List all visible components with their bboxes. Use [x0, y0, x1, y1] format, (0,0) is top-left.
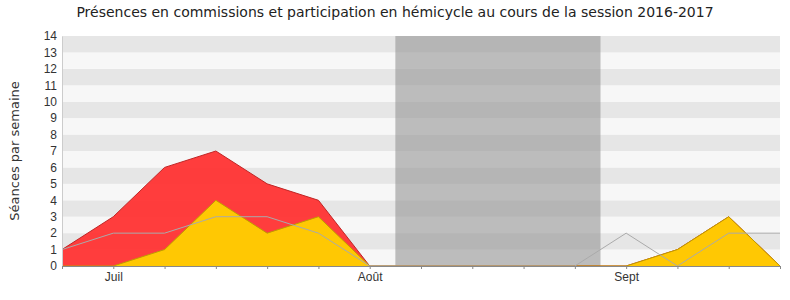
y-tick-label: 11: [45, 79, 58, 93]
x-tick: [165, 266, 166, 269]
y-tick-label: 6: [50, 161, 57, 175]
x-tick-mark: [472, 266, 473, 269]
x-tick: [318, 266, 319, 269]
y-tick: 2: [50, 226, 62, 240]
y-tick: 14: [44, 29, 62, 43]
y-tick: 6: [50, 161, 62, 175]
x-tick: Juil: [105, 266, 123, 284]
series-outline: [62, 151, 780, 266]
x-tick-mark: [421, 266, 422, 269]
series-line: [62, 217, 780, 266]
x-tick: Sept: [614, 266, 639, 284]
x-tick: [575, 266, 576, 269]
x-axis: Juil Août Sept: [63, 266, 781, 284]
y-tick-label: 10: [44, 95, 58, 109]
x-tick-mark: [318, 266, 319, 269]
y-tick: 5: [50, 177, 62, 191]
y-tick-label: 2: [50, 226, 57, 240]
y-tick: 11: [45, 79, 62, 93]
plot-area: [62, 151, 780, 266]
x-tick-mark: [575, 266, 576, 269]
y-tick: 13: [44, 46, 62, 60]
y-tick: 9: [50, 111, 62, 125]
x-tick-label: Sept: [614, 270, 639, 284]
x-tick-mark: [729, 266, 730, 269]
x-tick-mark: [677, 266, 678, 269]
y-tick-label: 1: [50, 243, 57, 257]
y-tick: 10: [44, 95, 62, 109]
y-tick-label: 12: [44, 62, 58, 76]
y-axis-title: Séances par semaine: [7, 81, 22, 220]
x-tick: [729, 266, 730, 269]
x-tick: Août: [358, 266, 383, 284]
x-tick: [421, 266, 422, 269]
series-outline: [62, 200, 780, 266]
chart: 01234567891011121314JuilAoûtSeptPrésence…: [0, 0, 790, 300]
y-tick: 4: [50, 194, 62, 208]
x-tick: [216, 266, 217, 269]
y-tick-label: 8: [50, 128, 57, 142]
x-tick-mark: [267, 266, 268, 269]
x-tick: [780, 266, 781, 269]
y-tick-label: 5: [50, 177, 57, 191]
title: Présences en commissions et participatio…: [76, 4, 713, 20]
y-tick-label: 7: [50, 144, 57, 158]
y-tick-label: 4: [50, 194, 57, 208]
y-tick-label: 3: [50, 210, 57, 224]
shaded-band: [395, 36, 600, 266]
y-tick: 0: [50, 259, 62, 273]
x-tick: [267, 266, 268, 269]
y-tick: 3: [50, 210, 62, 224]
series-area: [62, 200, 780, 266]
y-tick-label: 14: [44, 29, 58, 43]
x-tick-mark: [165, 266, 166, 269]
x-tick: [472, 266, 473, 269]
x-tick-label: Juil: [105, 270, 123, 284]
x-tick-mark: [780, 266, 781, 269]
x-tick: [62, 266, 63, 269]
x-tick-mark: [524, 266, 525, 269]
x-axis-line: [63, 267, 781, 270]
x-tick-label: Août: [358, 270, 383, 284]
series-area: [62, 151, 780, 266]
x-tick-mark: [216, 266, 217, 269]
y-tick-label: 13: [44, 46, 58, 60]
y-tick-label: 9: [50, 111, 57, 125]
grid: [62, 36, 780, 266]
x-tick: [677, 266, 678, 269]
y-tick: 1: [50, 243, 62, 257]
x-tick: [524, 266, 525, 269]
y-tick: 7: [50, 144, 62, 158]
y-tick: 12: [44, 62, 62, 76]
y-axis: 01234567891011121314: [44, 29, 63, 273]
y-axis-line: [62, 37, 63, 267]
x-tick-mark: [62, 266, 63, 269]
y-tick-label: 0: [50, 259, 57, 273]
y-tick: 8: [50, 128, 62, 142]
